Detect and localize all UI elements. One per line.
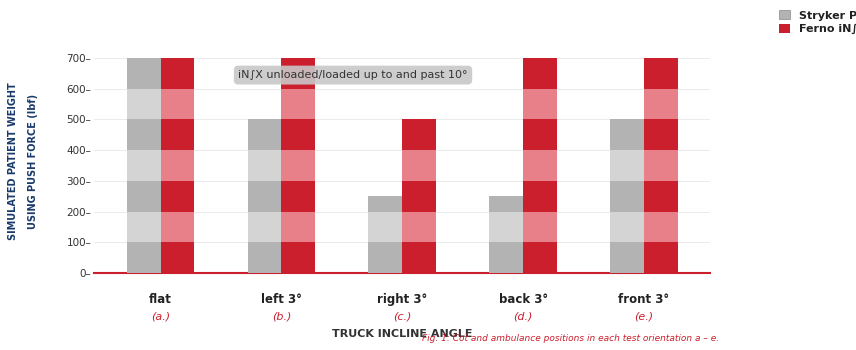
Bar [523, 119, 557, 150]
Bar [247, 211, 282, 242]
Bar [161, 242, 194, 273]
Text: flat: flat [149, 293, 172, 306]
Bar [282, 181, 315, 211]
Bar [282, 58, 315, 89]
Bar [161, 58, 194, 89]
Bar [127, 150, 161, 181]
Text: (d.): (d.) [514, 312, 532, 322]
Bar [610, 181, 644, 211]
Text: (b.): (b.) [272, 312, 291, 322]
Bar [368, 242, 402, 273]
Bar [282, 150, 315, 181]
Bar [610, 242, 644, 273]
Bar [247, 242, 282, 273]
Bar [402, 119, 437, 150]
Bar [282, 211, 315, 242]
Bar [610, 119, 644, 150]
Text: SIMULATED PATIENT WEIGHT: SIMULATED PATIENT WEIGHT [8, 82, 18, 240]
Bar [247, 119, 282, 150]
Text: USING PUSH FORCE (lbf): USING PUSH FORCE (lbf) [27, 93, 38, 229]
Text: front 3°: front 3° [618, 293, 669, 306]
Text: (a.): (a.) [151, 312, 170, 322]
Bar [490, 242, 523, 273]
Text: TRUCK INCLINE ANGLE: TRUCK INCLINE ANGLE [332, 329, 473, 339]
Bar [161, 150, 194, 181]
Text: left 3°: left 3° [261, 293, 302, 306]
Bar [523, 150, 557, 181]
Bar [523, 211, 557, 242]
Bar [402, 211, 437, 242]
Bar [161, 119, 194, 150]
Text: (e.): (e.) [634, 312, 654, 322]
Bar [127, 181, 161, 211]
Bar [402, 242, 437, 273]
Bar [644, 211, 678, 242]
Text: Fig. 1: Cot and ambulance positions in each test orientation a – e.: Fig. 1: Cot and ambulance positions in e… [422, 334, 719, 343]
Bar [402, 181, 437, 211]
Bar [490, 196, 523, 211]
Bar [368, 196, 402, 211]
Bar [368, 211, 402, 242]
Bar [127, 89, 161, 119]
Bar [523, 181, 557, 211]
Bar [523, 242, 557, 273]
Bar [644, 119, 678, 150]
Bar [523, 58, 557, 89]
Text: back 3°: back 3° [498, 293, 548, 306]
Bar [161, 89, 194, 119]
Text: (c.): (c.) [393, 312, 412, 322]
Bar [161, 181, 194, 211]
Bar [644, 242, 678, 273]
Bar [247, 181, 282, 211]
Bar [247, 150, 282, 181]
Bar [490, 211, 523, 242]
Bar [282, 119, 315, 150]
Bar [644, 58, 678, 89]
Bar [127, 211, 161, 242]
Bar [610, 211, 644, 242]
Text: iN∫X unloaded/loaded up to and past 10°: iN∫X unloaded/loaded up to and past 10° [238, 70, 467, 80]
Bar [161, 211, 194, 242]
Text: right 3°: right 3° [377, 293, 427, 306]
Bar [644, 181, 678, 211]
Bar [644, 89, 678, 119]
Bar [127, 119, 161, 150]
Bar [282, 89, 315, 119]
Bar [523, 89, 557, 119]
Bar [127, 58, 161, 89]
Legend: Stryker Power-PRO XT, Ferno iN∫X: Stryker Power-PRO XT, Ferno iN∫X [779, 10, 856, 35]
Bar [644, 150, 678, 181]
Bar [610, 150, 644, 181]
Bar [127, 242, 161, 273]
Bar [282, 242, 315, 273]
Bar [402, 150, 437, 181]
